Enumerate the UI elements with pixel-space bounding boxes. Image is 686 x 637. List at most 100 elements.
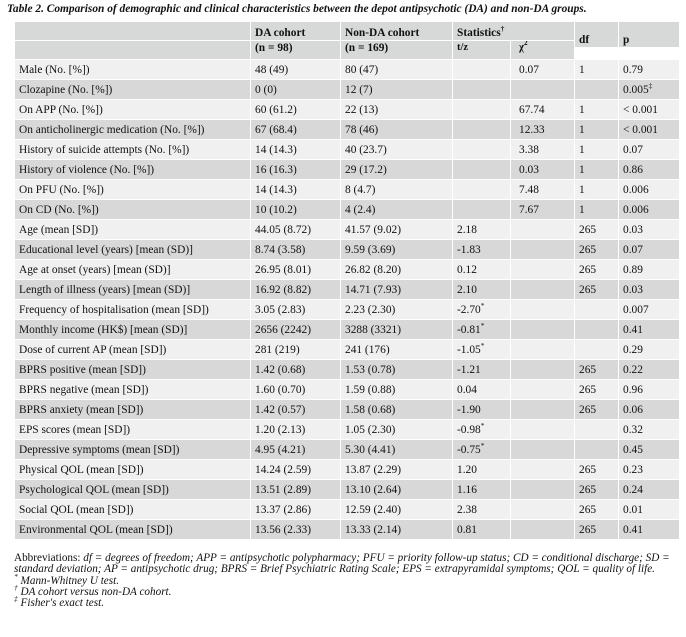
cell-nonda-text: 4 (2.4) <box>345 203 376 216</box>
cell-da: 26.95 (8.01) <box>250 259 341 280</box>
cell-characteristic: BPRS negative (mean [SD]) <box>14 379 251 400</box>
cell-p-text: 0.006 <box>623 183 649 196</box>
cell-nonda: 1.58 (0.68) <box>340 399 453 420</box>
cell-da-text: 16 (16.3) <box>255 163 297 176</box>
footnote-fisher: ‡ Fisher's exact test. <box>14 595 682 609</box>
cell-tz <box>452 199 511 220</box>
cell-nonda: 1.53 (0.78) <box>340 359 453 380</box>
cell-tz-footnote-mark: * <box>480 340 485 350</box>
cell-p-text: 0.07 <box>623 143 643 156</box>
cell-p: 0.22 <box>618 359 681 380</box>
cell-p: 0.007 <box>618 299 681 320</box>
cell-nonda-text: 13.87 (2.29) <box>345 463 401 476</box>
cell-nonda-text: 1.53 (0.78) <box>345 363 396 376</box>
cell-nonda-text: 13.10 (2.64) <box>345 483 401 496</box>
cell-tz: -2.70* <box>452 299 511 320</box>
cell-p: 0.06 <box>618 399 681 420</box>
cell-df: 1 <box>574 59 620 80</box>
cell-da-text: 14 (14.3) <box>255 143 297 156</box>
cell-tz: 2.38 <box>452 499 511 520</box>
cell-df-text: 1 <box>579 143 585 156</box>
cell-da-text: 67 (68.4) <box>255 123 297 136</box>
cell-df: 265 <box>574 259 620 280</box>
cell-characteristic: On CD (No. [%]) <box>14 199 251 220</box>
cell-tz: 0.12 <box>452 259 511 280</box>
cell-da-text: 16.92 (8.82) <box>255 283 311 296</box>
data-table: DA cohort Non-DA cohort Statistics† (n =… <box>14 21 681 540</box>
cell-df: 265 <box>574 499 620 520</box>
cell-da: 0 (0) <box>250 79 341 100</box>
cell-characteristic-text: Educational level (years) [mean (SD)] <box>19 243 193 256</box>
cell-nonda-text: 41.57 (9.02) <box>345 223 401 236</box>
cell-chi <box>509 279 576 300</box>
cell-characteristic-text: EPS scores (mean [SD]) <box>19 423 131 436</box>
table-row: BPRS positive (mean [SD]) 1.42 (0.68) 1.53… <box>14 359 681 380</box>
cell-nonda-text: 241 (176) <box>345 343 390 356</box>
cell-characteristic: Psychological QOL (mean [SD]) <box>14 479 251 500</box>
cell-chi <box>509 219 576 240</box>
abbreviations-text: df = degrees of freedom; APP = antipsych… <box>14 552 670 576</box>
cell-da-text: 13.51 (2.89) <box>255 483 311 496</box>
cell-characteristic: On anticholinergic medication (No. [%]) <box>14 119 251 140</box>
cell-characteristic-text: Monthly income (HK$) [mean (SD)] <box>19 323 188 336</box>
cell-p-text: 0.41 <box>623 323 643 336</box>
cell-df-text: 1 <box>579 183 585 196</box>
cell-da: 1.20 (2.13) <box>250 419 341 440</box>
cell-da-text: 1.42 (0.68) <box>255 363 306 376</box>
cell-chi <box>509 439 576 460</box>
cell-df: 1 <box>574 159 620 180</box>
cell-characteristic-text: Environmental QOL (mean [SD]) <box>19 523 173 536</box>
cell-df-text: 265 <box>579 523 597 536</box>
cell-tz-text: 2.38 <box>457 503 477 516</box>
cell-da-text: 8.74 (3.58) <box>255 243 306 256</box>
cell-tz <box>452 59 511 80</box>
cell-nonda-text: 29 (17.2) <box>345 163 387 176</box>
cell-p: 0.07 <box>618 139 681 160</box>
cell-nonda: 13.33 (2.14) <box>340 519 453 540</box>
table-caption: Table 2. Comparison of demographic and c… <box>7 3 587 15</box>
cell-df <box>574 339 620 360</box>
cell-nonda-text: 14.71 (7.93) <box>345 283 401 296</box>
cell-tz-text: 2.18 <box>457 223 477 236</box>
cell-chi-text: 0.07 <box>519 63 539 76</box>
cell-tz: 0.04 <box>452 379 511 400</box>
cell-df-text: 1 <box>579 63 585 76</box>
cell-tz-text: 1.20 <box>457 463 477 476</box>
table-row: Male (No. [%]) 48 (49) 80 (47) 0.07 1 0.79 <box>14 59 681 80</box>
cell-df: 265 <box>574 399 620 420</box>
footnote-mann-whitney-text: Mann-Whitney U test. <box>17 574 120 587</box>
table-row: Clozapine (No. [%]) 0 (0) 12 (7) 0.005‡ <box>14 79 681 100</box>
cell-chi <box>509 499 576 520</box>
header-da-n: (n = 98) <box>250 40 341 60</box>
cell-nonda-text: 12.59 (2.40) <box>345 503 401 516</box>
cell-chi: 0.03 <box>509 159 576 180</box>
cell-characteristic: BPRS positive (mean [SD]) <box>14 359 251 380</box>
cell-da-text: 4.95 (4.21) <box>255 443 306 456</box>
cell-tz-text: 0.04 <box>457 383 477 396</box>
cell-p-text: 0.03 <box>623 283 643 296</box>
cell-da-text: 13.37 (2.86) <box>255 503 311 516</box>
cell-da-text: 0 (0) <box>255 83 277 96</box>
statistics-label: Statistics <box>457 27 501 39</box>
cell-nonda-text: 78 (46) <box>345 123 379 136</box>
cell-characteristic-text: Dose of current AP (mean [SD]) <box>19 343 167 356</box>
cell-tz: 2.18 <box>452 219 511 240</box>
cell-da-text: 26.95 (8.01) <box>255 263 311 276</box>
cell-tz: -1.21 <box>452 359 511 380</box>
header-da: DA cohort <box>250 21 341 41</box>
cell-da: 44.05 (8.72) <box>250 219 341 240</box>
cell-chi: 7.67 <box>509 199 576 220</box>
cell-nonda-text: 3288 (3321) <box>345 323 401 336</box>
cell-da: 10 (10.2) <box>250 199 341 220</box>
cell-da: 14.24 (2.59) <box>250 459 341 480</box>
cell-tz: 2.10 <box>452 279 511 300</box>
table-row: Social QOL (mean [SD]) 13.37 (2.86) 12.59 … <box>14 499 681 520</box>
cell-characteristic-text: Age (mean [SD]) <box>19 223 99 236</box>
cell-df-text: 265 <box>579 463 597 476</box>
cell-chi-text: 7.48 <box>519 183 539 196</box>
cell-characteristic-text: On APP (No. [%]) <box>19 103 103 116</box>
abbreviations-label: Abbreviations: <box>14 552 84 564</box>
header-chi: χ2 <box>509 40 576 60</box>
cell-p: 0.03 <box>618 219 681 240</box>
cell-nonda: 5.30 (4.41) <box>340 439 453 460</box>
